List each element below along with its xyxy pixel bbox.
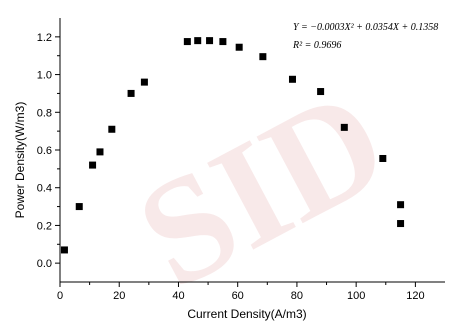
y-tick-label: 0.6 bbox=[37, 145, 52, 157]
data-point bbox=[259, 53, 267, 61]
data-point bbox=[397, 201, 405, 209]
y-axis-ticks: 0.0 0.2 0.4 0.6 0.8 1.0 1.2 bbox=[37, 32, 60, 270]
data-points bbox=[60, 37, 405, 254]
data-point bbox=[183, 38, 191, 46]
y-tick-label: 1.2 bbox=[37, 32, 52, 44]
watermark: SID bbox=[113, 56, 412, 320]
data-point bbox=[340, 123, 348, 131]
regression-equation: Y = −0.0003X² + 0.0354X + 0.1358 bbox=[293, 22, 438, 33]
data-point bbox=[206, 37, 214, 45]
data-point bbox=[127, 89, 135, 97]
data-point bbox=[108, 125, 116, 133]
y-tick-label: 0.8 bbox=[37, 107, 52, 119]
y-tick-label: 0.2 bbox=[37, 220, 52, 232]
r-squared-label: R² = 0.9696 bbox=[292, 40, 341, 51]
x-tick-label: 40 bbox=[172, 290, 184, 302]
y-tick-label: 0.0 bbox=[37, 258, 52, 270]
y-axis-label: Power Density(W/m3) bbox=[13, 102, 27, 219]
x-tick-label: 0 bbox=[57, 290, 63, 302]
x-axis-ticks: 0 20 40 60 80 100 120 bbox=[57, 282, 425, 302]
data-point bbox=[219, 38, 227, 46]
data-point bbox=[89, 161, 97, 169]
data-point bbox=[397, 220, 405, 228]
x-tick-label: 60 bbox=[232, 290, 244, 302]
data-point bbox=[288, 75, 296, 83]
data-point bbox=[75, 203, 83, 211]
data-point bbox=[140, 78, 148, 86]
data-point bbox=[379, 154, 387, 162]
x-tick-label: 80 bbox=[291, 290, 303, 302]
data-point bbox=[60, 246, 68, 254]
x-tick-label: 120 bbox=[406, 290, 424, 302]
data-point bbox=[194, 37, 202, 45]
x-axis-label: Current Density(A/m3) bbox=[187, 307, 306, 321]
data-point bbox=[235, 43, 243, 51]
data-point bbox=[96, 148, 104, 156]
data-point bbox=[317, 88, 325, 96]
y-tick-label: 0.4 bbox=[37, 183, 52, 195]
x-tick-label: 20 bbox=[113, 290, 125, 302]
y-tick-label: 1.0 bbox=[37, 70, 52, 82]
x-tick-label: 100 bbox=[347, 290, 365, 302]
